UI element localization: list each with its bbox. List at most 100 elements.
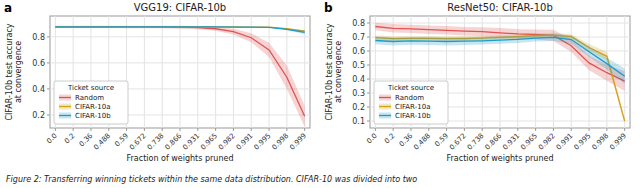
legend-entry: CIFAR-10a <box>75 103 110 111</box>
x-tick-label: 0.866 <box>164 131 184 151</box>
legend-swatch <box>59 95 71 101</box>
y-tick-label: 0.6 <box>32 59 45 68</box>
legend-title: Ticket source <box>67 84 114 92</box>
tick-mark <box>589 128 590 131</box>
tick-mark <box>286 128 287 131</box>
x-tick-label: 0.672 <box>128 132 148 152</box>
y-tick-label: 0.5 <box>352 61 365 70</box>
y-tick-label: 0.2 <box>352 103 365 112</box>
tick-mark <box>367 65 370 66</box>
tick-mark <box>108 128 109 131</box>
tick-mark <box>446 128 447 131</box>
tick-mark <box>126 128 127 131</box>
x-tick-label: 0.866 <box>484 131 504 151</box>
legend-swatch <box>59 104 71 110</box>
tick-mark <box>464 128 465 131</box>
tick-mark <box>500 128 501 131</box>
y-tick-label: 0.4 <box>352 75 365 84</box>
legend-entry: CIFAR-10b <box>395 112 431 120</box>
legend-entry: CIFAR-10b <box>75 112 111 120</box>
tick-mark <box>517 128 518 131</box>
x-tick-label: 0.931 <box>181 132 201 152</box>
tick-mark <box>269 128 270 131</box>
tick-mark <box>55 128 56 131</box>
legend-swatch-line <box>59 115 71 116</box>
figure: 0.20.40.60.80.00.20.360.4880.590.6720.73… <box>0 0 640 188</box>
line <box>55 27 304 32</box>
legend-entry: CIFAR-10a <box>395 103 430 111</box>
x-tick-label: 0.998 <box>590 132 610 152</box>
panel-label: a <box>4 1 12 15</box>
title: ResNet50: CIFAR-10b <box>447 2 553 13</box>
x-tick-label: 0.999 <box>288 132 308 152</box>
tick-mark <box>90 128 91 131</box>
plot-frame <box>370 16 630 128</box>
x-tick-label: 0.991 <box>235 132 255 152</box>
line <box>55 27 304 116</box>
band <box>375 34 624 84</box>
y-tick-label: 0.4 <box>32 85 45 94</box>
legend-box <box>54 81 128 124</box>
x-tick-label: 0.2 <box>383 132 397 146</box>
tick-mark <box>571 128 572 131</box>
x-tick-label: 0.0 <box>45 132 59 146</box>
tick-mark <box>553 128 554 131</box>
band <box>55 27 304 35</box>
x-tick-label: 0.998 <box>270 132 290 152</box>
tick-mark <box>367 107 370 108</box>
legend-swatch <box>379 113 391 119</box>
legend-swatch-line <box>59 106 71 107</box>
x-tick-label: 0.488 <box>92 132 112 152</box>
panel: 0.10.20.30.40.50.60.70.80.00.20.360.4880… <box>324 1 630 163</box>
panel: 0.20.40.60.80.00.20.360.4880.590.6720.73… <box>4 1 310 163</box>
y-tick-label: 0.7 <box>352 33 365 42</box>
band <box>375 33 624 123</box>
x-tick-label: 0.999 <box>608 132 628 152</box>
band <box>55 27 304 32</box>
x-tick-label: 0.995 <box>253 132 273 152</box>
x-tick-label: 0.738 <box>466 132 486 152</box>
tick-mark <box>367 51 370 52</box>
x-tick-label: 0.982 <box>217 132 237 152</box>
tick-mark <box>197 128 198 131</box>
legend-swatch-line <box>379 97 391 98</box>
legend-swatch <box>379 95 391 101</box>
tick-mark <box>47 114 50 115</box>
grid-line <box>180 16 181 128</box>
panel-label: b <box>324 1 333 15</box>
legend: Ticket sourceRandomCIFAR-10aCIFAR-10b <box>54 81 128 124</box>
tick-mark <box>367 93 370 94</box>
grid-line <box>571 16 572 128</box>
tick-mark <box>367 121 370 122</box>
x-tick-label: 0.738 <box>146 132 166 152</box>
x-tick-label: 0.995 <box>573 132 593 152</box>
title: VGG19: CIFAR-10b <box>134 2 226 13</box>
tick-mark <box>375 128 376 131</box>
tick-mark <box>367 79 370 80</box>
tick-mark <box>47 36 50 37</box>
y-tick-label: 0.3 <box>352 89 365 98</box>
grid-line <box>197 16 198 128</box>
tick-mark <box>251 128 252 131</box>
grid-line <box>251 16 252 128</box>
x-tick-label: 0.982 <box>537 132 557 152</box>
line <box>375 37 624 76</box>
y-axis-label: CIFAR-10b test accuracyat convergence <box>5 23 23 120</box>
tick-mark <box>47 88 50 89</box>
tick-mark <box>162 128 163 131</box>
x-tick-label: 0.965 <box>519 132 539 152</box>
grid-line <box>162 16 163 128</box>
legend-box <box>374 81 448 124</box>
data-layer <box>375 23 624 123</box>
caption: Figure 2: Transferring winning tickets w… <box>6 175 417 184</box>
tick-mark <box>535 128 536 131</box>
tick-mark <box>624 128 625 131</box>
tick-mark <box>180 128 181 131</box>
y-tick-label: 0.8 <box>32 33 45 42</box>
legend-entry: Random <box>395 94 424 102</box>
legend-title: Ticket source <box>387 84 434 92</box>
tick-mark <box>410 128 411 131</box>
tick-mark <box>367 23 370 24</box>
x-tick-label: 0.991 <box>555 132 575 152</box>
tick-mark <box>482 128 483 131</box>
